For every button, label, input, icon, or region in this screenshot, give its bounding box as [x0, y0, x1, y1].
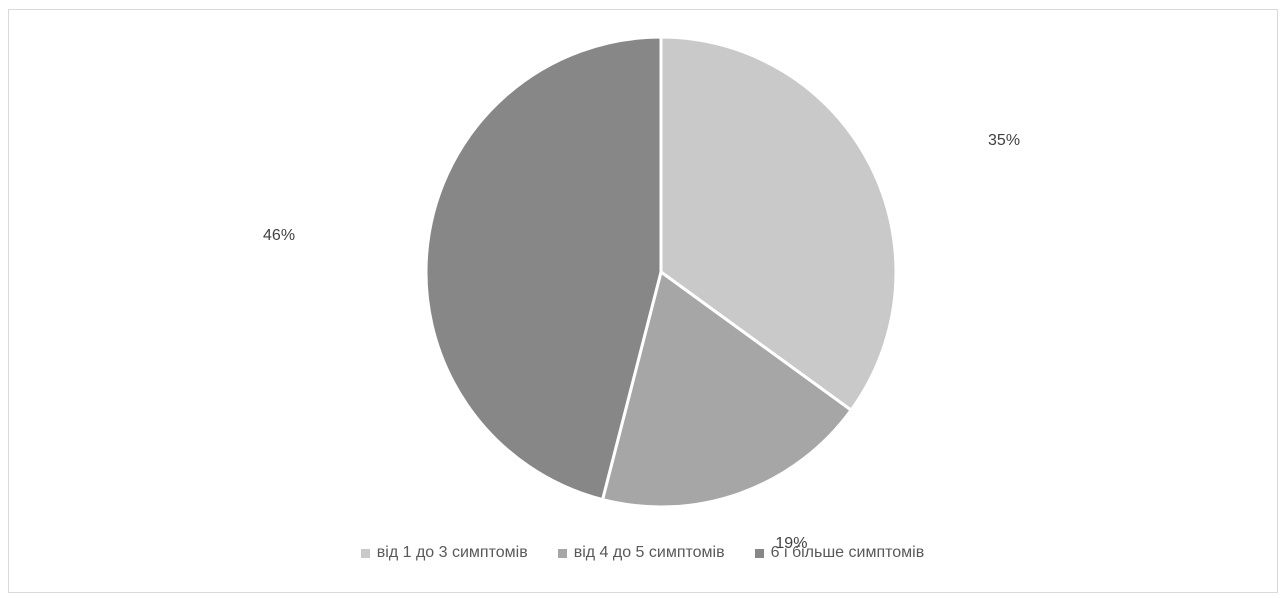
data-label-4-5-symptoms: 19% [775, 535, 807, 552]
legend-item-4-5-symptoms: від 4 до 5 симптомів [557, 544, 725, 562]
legend-label: від 1 до 3 симптомів [376, 544, 528, 561]
chart-legend: від 1 до 3 симптомів від 4 до 5 симптомі… [0, 544, 1285, 562]
legend-swatch [360, 548, 370, 558]
legend-swatch [754, 548, 764, 558]
legend-item-1-3-symptoms: від 1 до 3 симптомів [360, 544, 528, 562]
legend-item-6-plus-symptoms: 6 і більше симптомів [754, 544, 925, 562]
legend-swatch [557, 548, 567, 558]
legend-label: від 4 до 5 симптомів [573, 544, 725, 561]
pie-slice-4-5-symptoms [601, 270, 853, 509]
data-label-6-plus-symptoms: 46% [263, 227, 295, 244]
legend-label: 6 і більше симптомів [770, 544, 925, 561]
pie-slice-1-3-symptoms [659, 35, 898, 412]
pie-slices [424, 35, 898, 509]
pie-data-labels: 35% 19% 46% [263, 132, 1020, 552]
pie-slice-6-plus-symptoms [424, 35, 663, 502]
data-label-1-3-symptoms: 35% [988, 132, 1020, 149]
